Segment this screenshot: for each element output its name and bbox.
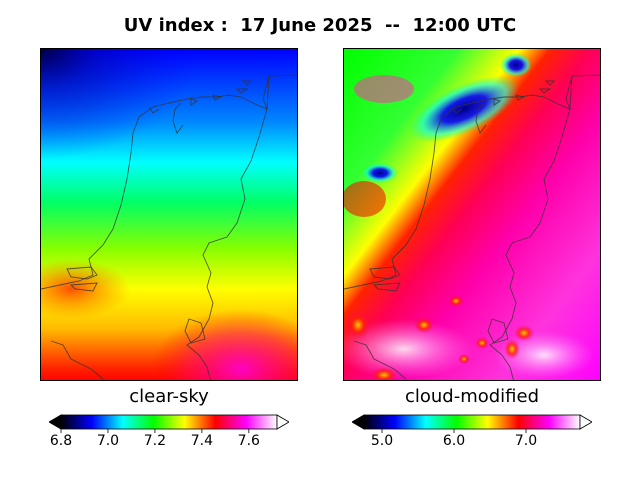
clear-sky-colorbar-tick-label: 7.0 xyxy=(96,433,120,449)
clear-sky-map xyxy=(40,48,298,381)
cloud-modified-colorbar-max-extend xyxy=(579,414,592,430)
clear-sky-label: clear-sky xyxy=(129,386,209,407)
clear-sky-colorbar xyxy=(49,414,289,433)
coastline-outline xyxy=(41,74,297,380)
cloud-modified-colorbar-tick-label: 5.0 xyxy=(370,433,394,449)
coastline-outline xyxy=(344,74,600,380)
cloud-modified-map xyxy=(343,48,601,381)
clear-sky-colorbar-gradient xyxy=(60,414,278,430)
clear-sky-colorbar-tick-label: 7.6 xyxy=(237,433,260,449)
cloud-modified-label: cloud-modified xyxy=(404,386,540,407)
cloud-modified-colorbar-min-extend xyxy=(352,414,365,430)
cloud-modified-colorbar-gradient xyxy=(363,414,581,430)
clear-sky-colorbar-max-extend xyxy=(276,414,289,430)
clear-sky-colorbar-min-extend xyxy=(49,414,62,430)
cloud-modified-colorbar xyxy=(352,414,592,433)
map-title: UV index : 17 June 2025 -- 12:00 UTC xyxy=(123,15,517,36)
clear-sky-colorbar-tick-label: 6.8 xyxy=(49,433,73,449)
clear-sky-colorbar-tick-label: 7.4 xyxy=(190,433,213,449)
clear-sky-colorbar-tick-label: 7.2 xyxy=(143,433,167,449)
cloud-modified-colorbar-tick-label: 7.0 xyxy=(514,433,538,449)
cloud-modified-colorbar-tick-label: 6.0 xyxy=(442,433,466,449)
